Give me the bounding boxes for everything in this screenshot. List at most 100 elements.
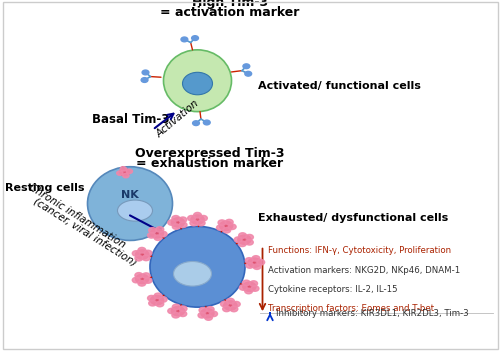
Circle shape (138, 247, 146, 253)
Text: Cytokine receptors: IL-2, IL-15: Cytokine receptors: IL-2, IL-15 (268, 285, 397, 294)
Circle shape (251, 286, 259, 291)
Circle shape (142, 273, 150, 278)
Circle shape (192, 36, 198, 40)
Circle shape (172, 216, 180, 221)
Circle shape (199, 307, 207, 313)
Circle shape (138, 280, 146, 286)
Circle shape (120, 167, 126, 171)
Circle shape (168, 220, 175, 225)
Circle shape (234, 237, 242, 242)
Circle shape (144, 250, 152, 256)
Circle shape (204, 315, 212, 320)
Text: Resting cells: Resting cells (5, 183, 84, 193)
Circle shape (179, 217, 186, 223)
Circle shape (257, 259, 264, 265)
Circle shape (250, 281, 258, 286)
Circle shape (192, 121, 200, 126)
Circle shape (246, 240, 254, 245)
Circle shape (136, 274, 149, 284)
Circle shape (142, 255, 150, 261)
Circle shape (252, 256, 260, 261)
Circle shape (148, 300, 156, 306)
Circle shape (243, 282, 256, 291)
Circle shape (230, 306, 238, 312)
Circle shape (172, 306, 184, 316)
Circle shape (172, 312, 180, 318)
Circle shape (126, 169, 132, 173)
Circle shape (188, 216, 196, 221)
Circle shape (160, 231, 167, 237)
Text: High Tim-3: High Tim-3 (192, 0, 268, 9)
Circle shape (246, 234, 254, 240)
Circle shape (181, 37, 188, 42)
Ellipse shape (150, 226, 245, 307)
Circle shape (228, 224, 236, 230)
Circle shape (154, 235, 162, 240)
Circle shape (204, 120, 210, 125)
Circle shape (218, 220, 226, 225)
Circle shape (194, 212, 202, 218)
Circle shape (144, 278, 152, 283)
Circle shape (240, 285, 247, 290)
Circle shape (220, 301, 228, 307)
Circle shape (246, 263, 254, 268)
Text: Functions: IFN-γ, Cytotoxicity, Proliferation: Functions: IFN-γ, Cytotoxicity, Prolifer… (268, 246, 450, 256)
Text: = exhaustion marker: = exhaustion marker (136, 157, 284, 170)
Ellipse shape (118, 200, 152, 221)
Text: Basal Tim-3: Basal Tim-3 (92, 113, 170, 126)
Circle shape (172, 218, 184, 227)
Text: Overexpressed Tim-3: Overexpressed Tim-3 (135, 147, 285, 160)
Circle shape (150, 229, 164, 238)
Ellipse shape (164, 50, 232, 112)
Text: Activation markers: NKG2D, NKp46, DNAM-1: Activation markers: NKG2D, NKp46, DNAM-1 (268, 266, 460, 275)
Circle shape (242, 280, 250, 286)
Circle shape (245, 71, 252, 76)
Circle shape (132, 251, 140, 256)
Circle shape (148, 233, 156, 238)
Circle shape (222, 306, 230, 312)
Circle shape (201, 309, 214, 318)
Circle shape (253, 264, 261, 270)
Circle shape (120, 169, 130, 176)
Circle shape (226, 298, 234, 304)
Text: = activation marker: = activation marker (160, 6, 300, 19)
Circle shape (135, 273, 142, 278)
Circle shape (198, 313, 206, 318)
Circle shape (150, 296, 164, 305)
Circle shape (243, 64, 250, 69)
Circle shape (160, 297, 167, 302)
Circle shape (142, 70, 149, 75)
Circle shape (226, 219, 233, 225)
Circle shape (132, 277, 140, 283)
Circle shape (148, 296, 156, 301)
Circle shape (216, 225, 224, 230)
Ellipse shape (174, 261, 212, 286)
Circle shape (168, 308, 175, 314)
Circle shape (191, 215, 204, 224)
Circle shape (223, 227, 230, 233)
Circle shape (172, 224, 180, 229)
Text: Transcription factors: Eomes and T-bet: Transcription factors: Eomes and T-bet (268, 304, 434, 313)
Text: Inhibitory markers: KIR3DL1, KIR2DL3, Tim-3: Inhibitory markers: KIR3DL1, KIR2DL3, Ti… (276, 309, 469, 318)
Circle shape (122, 173, 129, 178)
Circle shape (156, 301, 164, 307)
Ellipse shape (88, 167, 172, 240)
Circle shape (238, 235, 251, 244)
Circle shape (148, 227, 156, 233)
Text: Exhausted/ dysfunctional cells: Exhausted/ dysfunctional cells (258, 213, 448, 223)
Circle shape (136, 250, 149, 259)
Circle shape (179, 222, 187, 227)
Circle shape (179, 311, 186, 317)
Circle shape (238, 233, 246, 238)
Circle shape (210, 311, 218, 317)
Circle shape (200, 216, 207, 221)
Circle shape (116, 171, 123, 176)
Circle shape (220, 221, 233, 231)
Text: Activated/ functional cells: Activated/ functional cells (258, 81, 420, 91)
Circle shape (224, 301, 237, 310)
Circle shape (156, 227, 164, 232)
Circle shape (135, 256, 142, 261)
Circle shape (232, 302, 240, 307)
Circle shape (246, 258, 253, 263)
Circle shape (248, 258, 261, 267)
